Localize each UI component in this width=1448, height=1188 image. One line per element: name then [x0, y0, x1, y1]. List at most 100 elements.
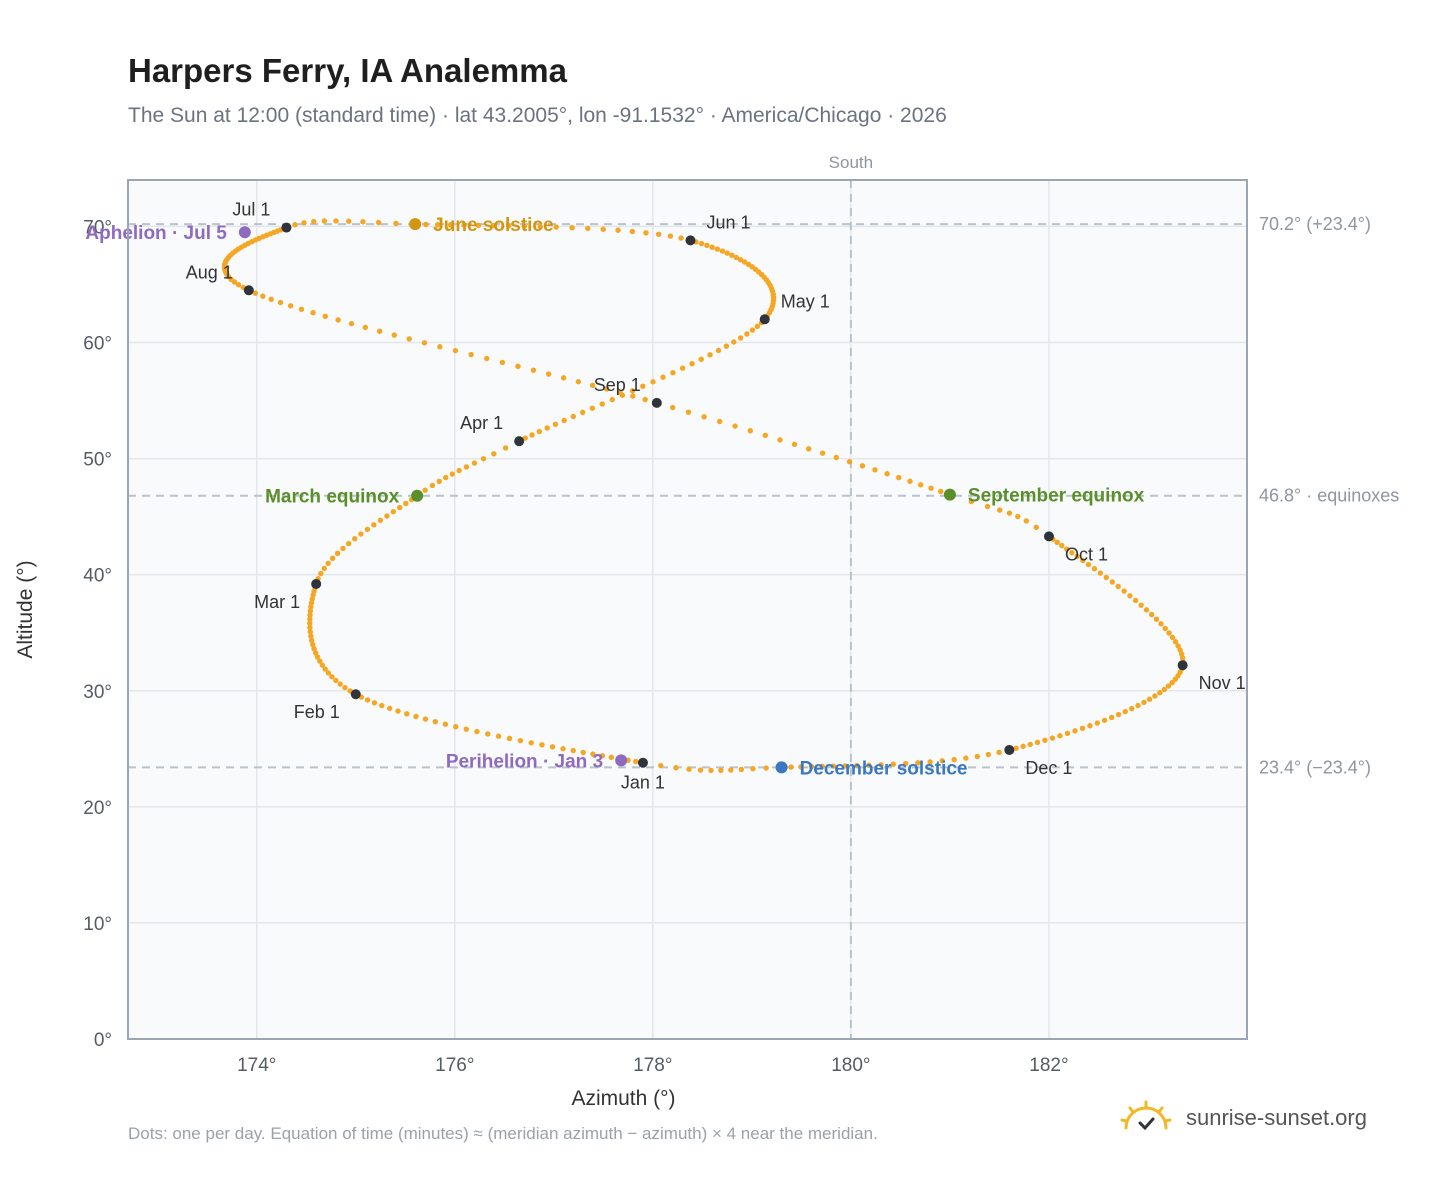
daily-sun-dot [1148, 611, 1155, 618]
month-label: Oct 1 [1065, 544, 1108, 564]
daily-sun-dot [788, 764, 794, 770]
daily-sun-dot [808, 763, 815, 770]
daily-sun-dot [447, 222, 454, 228]
month-marker [759, 314, 770, 325]
daily-sun-dot [434, 221, 441, 228]
daily-sun-dot [308, 633, 314, 639]
daily-sun-dot [449, 471, 456, 477]
daily-sun-dot [506, 735, 513, 742]
brand[interactable]: sunrise-sunset.org [1120, 1100, 1367, 1136]
daily-sun-dot [729, 252, 735, 258]
daily-sun-dot [231, 279, 238, 285]
daily-sun-dot [1064, 730, 1071, 737]
daily-sun-dot [1006, 510, 1013, 516]
month-label: Feb 1 [294, 702, 340, 722]
daily-sun-dot [377, 517, 384, 524]
y-tick-label: 10° [83, 914, 112, 935]
daily-sun-dot [376, 328, 383, 334]
daily-sun-dot [902, 760, 909, 767]
daily-sun-dot [590, 751, 596, 757]
daily-sun-dot [358, 531, 364, 537]
month-label: Jan 1 [621, 773, 665, 793]
daily-sun-dot [737, 256, 744, 263]
daily-sun-dot [268, 296, 274, 302]
daily-sun-dot [307, 612, 313, 618]
y-tick-label: 70° [83, 217, 112, 238]
daily-sun-dot [311, 218, 317, 225]
month-marker [514, 436, 525, 447]
daily-sun-dot [1166, 630, 1172, 636]
x-tick-label: 174° [237, 1055, 276, 1076]
footnote: Dots: one per day. Equation of time (min… [128, 1124, 878, 1143]
daily-sun-dot [762, 432, 768, 439]
daily-sun-dot [718, 767, 724, 774]
event-marker [943, 488, 956, 501]
daily-sun-dot [733, 254, 739, 261]
plot-area [128, 180, 1247, 1039]
daily-sun-dot [528, 740, 534, 746]
daily-sun-dot [325, 670, 332, 676]
daily-sun-dot [1108, 714, 1115, 721]
daily-sun-dot [609, 396, 615, 403]
daily-sun-dot [544, 425, 550, 431]
daily-sun-dot [1162, 625, 1168, 632]
daily-sun-dot [322, 666, 328, 672]
daily-sun-dot [655, 231, 662, 238]
daily-sun-dot [615, 227, 621, 233]
daily-sun-dot [642, 396, 648, 403]
month-label: Aug 1 [186, 262, 233, 282]
daily-sun-dot [545, 371, 552, 377]
daily-sun-dot [570, 747, 576, 754]
daily-sun-dot [633, 758, 639, 765]
daily-sun-dot [307, 624, 313, 631]
daily-sun-dot [1103, 574, 1109, 581]
daily-sun-dot [1109, 579, 1115, 585]
daily-sun-dot [432, 718, 439, 725]
daily-sun-dot [658, 762, 664, 769]
month-label: May 1 [781, 291, 830, 311]
daily-sun-dot [491, 451, 497, 457]
daily-sun-dot [997, 507, 1003, 513]
daily-sun-dot [522, 435, 528, 441]
daily-sun-dot [968, 498, 975, 505]
y-tick-label: 30° [83, 682, 112, 703]
daily-sun-dot [731, 339, 737, 345]
daily-sun-dot [495, 733, 502, 739]
daily-sun-dot [437, 344, 443, 350]
daily-sun-dot [307, 608, 314, 614]
daily-sun-dot [1015, 513, 1021, 520]
daily-sun-dot [1169, 634, 1176, 641]
daily-sun-dot [515, 363, 521, 370]
daily-sun-dot [974, 753, 980, 760]
daily-sun-dot [362, 324, 369, 331]
daily-sun-dot [1069, 549, 1075, 556]
daily-sun-dot [1132, 597, 1139, 604]
daily-sun-dot [1087, 723, 1093, 729]
daily-sun-dot [884, 471, 890, 477]
daily-sun-dot [698, 356, 704, 362]
daily-sun-dot [1054, 539, 1060, 546]
daily-sun-dot [575, 378, 582, 385]
daily-sun-dot [1059, 542, 1065, 549]
daily-sun-dot [846, 458, 853, 465]
daily-sun-dot [603, 386, 610, 392]
daily-sun-dot [499, 359, 506, 366]
daily-sun-dot [750, 766, 756, 772]
daily-sun-dot [413, 713, 419, 720]
daily-sun-dot [728, 767, 734, 773]
daily-sun-dot [403, 500, 409, 507]
daily-sun-dot [579, 409, 586, 416]
daily-sun-dot [938, 488, 944, 495]
daily-sun-dot [701, 414, 707, 420]
daily-sun-dot [963, 755, 969, 761]
daily-sun-dot [1080, 557, 1086, 564]
event-marker [615, 754, 628, 767]
daily-sun-dot [260, 293, 266, 299]
event-label: Perihelion · Jan 3 [446, 751, 603, 772]
daily-sun-dot [896, 474, 902, 481]
daily-sun-dot [679, 365, 686, 371]
daily-sun-dot [360, 219, 366, 225]
daily-sun-dot [717, 418, 723, 425]
daily-sun-dot [333, 218, 339, 224]
daily-sun-dot [390, 509, 397, 515]
